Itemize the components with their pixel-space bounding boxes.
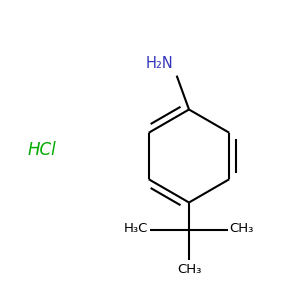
Text: CH₃: CH₃ (230, 221, 254, 235)
Text: CH₃: CH₃ (177, 263, 201, 276)
Text: HCl: HCl (28, 141, 56, 159)
Text: H₂N: H₂N (146, 56, 174, 71)
Text: H₃C: H₃C (124, 221, 148, 235)
